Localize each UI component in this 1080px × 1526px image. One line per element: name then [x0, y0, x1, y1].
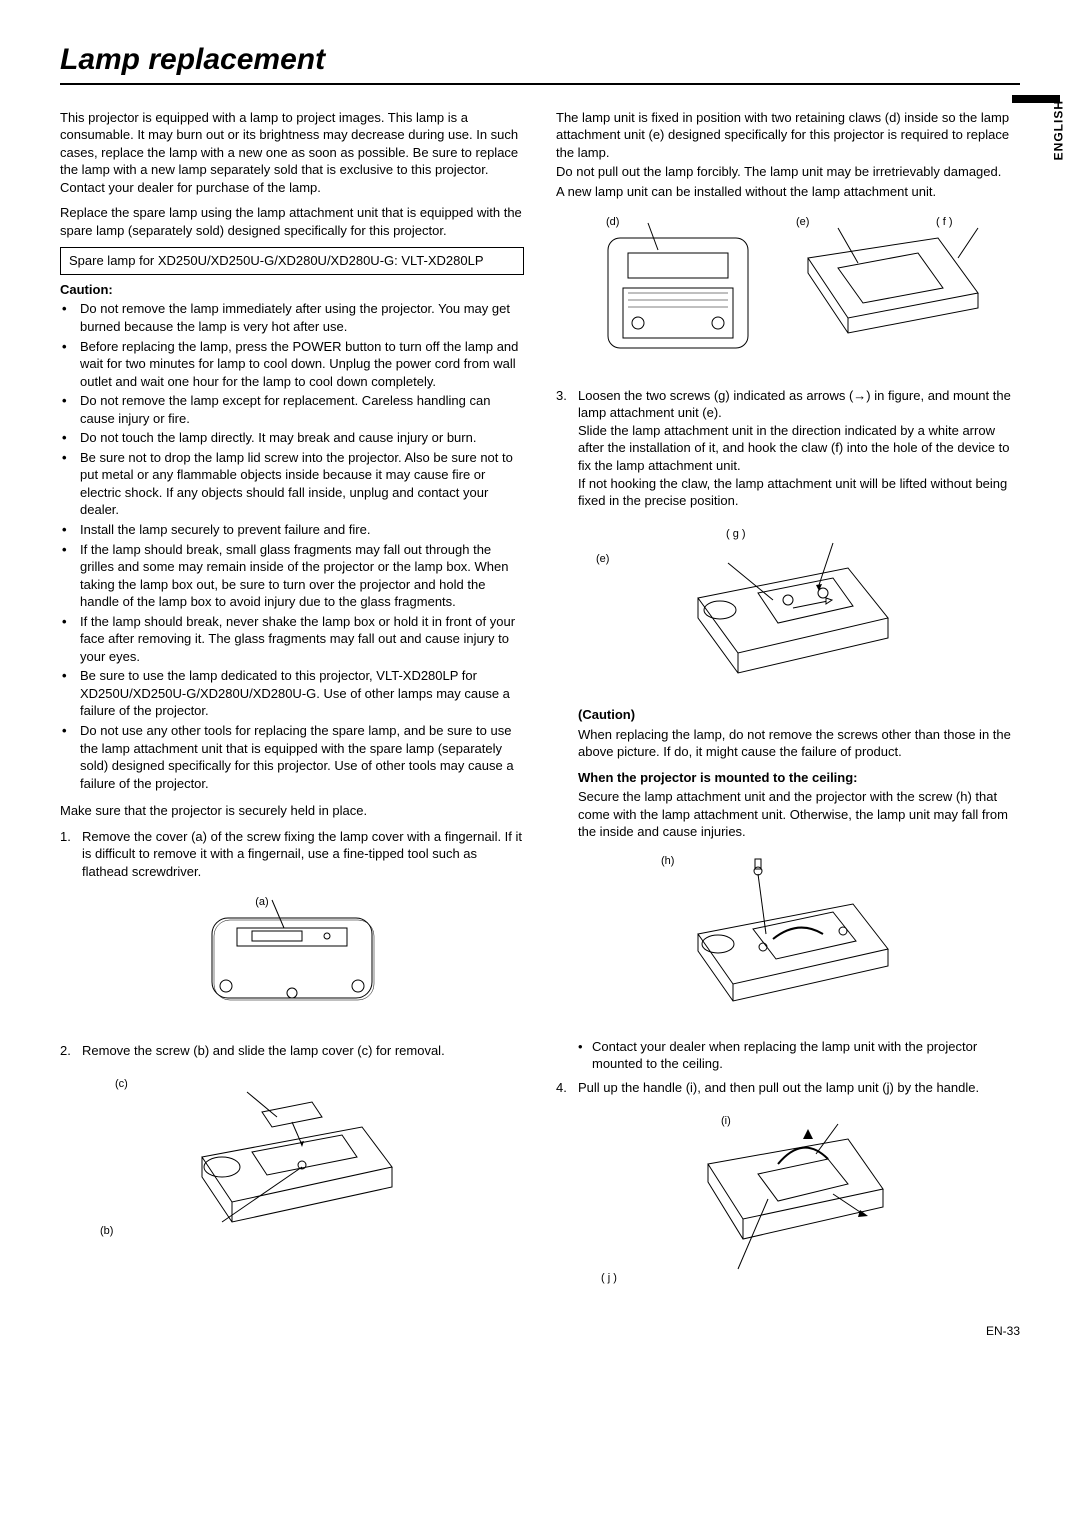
figure-label-c: (c)	[115, 1077, 128, 1092]
caution-item: Do not touch the lamp directly. It may b…	[60, 429, 524, 447]
step-4: 4. Pull up the handle (i), and then pull…	[556, 1079, 1020, 1097]
step-text: Remove the screw (b) and slide the lamp …	[82, 1042, 524, 1060]
figure-label-e: (e)	[796, 215, 809, 230]
projector-iso-icon	[162, 1067, 422, 1237]
step-number: 3.	[556, 387, 578, 510]
figure-label-i: (i)	[721, 1114, 731, 1129]
ceiling-sub-block: Contact your dealer when replacing the l…	[578, 1038, 1020, 1073]
ceiling-text: Secure the lamp attachment unit and the …	[578, 788, 1020, 841]
step-text: Remove the cover (a) of the screw fixing…	[82, 828, 524, 881]
step-3-list: 3. Loosen the two screws (g) indicated a…	[556, 387, 1020, 510]
step-3-line-c: If not hooking the claw, the lamp attach…	[578, 476, 1007, 509]
figure-6: (i) ( j )	[556, 1104, 1020, 1289]
right-intro-2: Do not pull out the lamp forcibly. The l…	[556, 163, 1020, 181]
figure-label-d: (d)	[606, 215, 619, 230]
caution-item: If the lamp should break, never shake th…	[60, 613, 524, 666]
step-number: 4.	[556, 1079, 578, 1097]
figure-label-b: (b)	[100, 1224, 113, 1239]
figure-3: (d) (e) ( f )	[556, 208, 1020, 373]
ceiling-heading: When the projector is mounted to the cei…	[578, 769, 1020, 787]
caution-item: Before replacing the lamp, press the POW…	[60, 338, 524, 391]
figure-label-h: (h)	[661, 854, 674, 869]
step-3: 3. Loosen the two screws (g) indicated a…	[556, 387, 1020, 510]
secure-text: Make sure that the projector is securely…	[60, 802, 524, 820]
caution-heading: Caution:	[60, 281, 524, 299]
step-3-line-b: Slide the lamp attachment unit in the di…	[578, 423, 1009, 473]
steps-list-left: 1. Remove the cover (a) of the screw fix…	[60, 828, 524, 881]
step-text: Pull up the handle (i), and then pull ou…	[578, 1079, 1020, 1097]
page-title: Lamp replacement	[60, 40, 1020, 85]
caution-item: Do not remove the lamp except for replac…	[60, 392, 524, 427]
lamp-units-icon	[578, 208, 998, 368]
spare-lamp-box: Spare lamp for XD250U/XD250U-G/XD280U/XD…	[60, 247, 524, 275]
step-number: 1.	[60, 828, 82, 881]
caution-2-text: When replacing the lamp, do not remove t…	[578, 726, 1020, 761]
language-tab: ENGLISH	[1050, 100, 1066, 160]
step-4-list: 4. Pull up the handle (i), and then pull…	[556, 1079, 1020, 1097]
ceiling-bullet-list: Contact your dealer when replacing the l…	[578, 1038, 1020, 1073]
ceiling-bullet: Contact your dealer when replacing the l…	[578, 1038, 1020, 1073]
caution-2-heading: (Caution)	[578, 706, 1020, 724]
content-columns: This projector is equipped with a lamp t…	[60, 109, 1020, 1303]
caution-item: Do not remove the lamp immediately after…	[60, 300, 524, 335]
caution-block-2: (Caution) When replacing the lamp, do no…	[578, 706, 1020, 841]
figure-4: (e) ( g )	[556, 518, 1020, 693]
figure-label-e2: (e)	[596, 552, 609, 567]
caution-item: If the lamp should break, small glass fr…	[60, 541, 524, 611]
caution-list: Do not remove the lamp immediately after…	[60, 300, 524, 792]
caution-item: Install the lamp securely to prevent fai…	[60, 521, 524, 539]
figure-5: (h)	[556, 849, 1020, 1024]
projector-ceiling-icon	[658, 849, 918, 1019]
page-footer: EN-33	[60, 1323, 1020, 1339]
lamp-pull-icon	[668, 1104, 908, 1284]
figure-label-a: (a)	[30, 895, 494, 910]
figure-2: (c) (b)	[60, 1067, 524, 1242]
figure-label-f: ( f )	[936, 215, 953, 230]
step-2: 2. Remove the screw (b) and slide the la…	[60, 1042, 524, 1060]
intro-paragraph-1: This projector is equipped with a lamp t…	[60, 109, 524, 197]
step-text: Loosen the two screws (g) indicated as a…	[578, 387, 1020, 510]
step-number: 2.	[60, 1042, 82, 1060]
right-column: The lamp unit is fixed in position with …	[556, 109, 1020, 1303]
figure-label-j: ( j )	[601, 1271, 617, 1286]
right-intro-1: The lamp unit is fixed in position with …	[556, 109, 1020, 162]
figure-label-g: ( g )	[726, 527, 746, 542]
projector-attach-icon	[658, 518, 918, 688]
caution-item: Be sure to use the lamp dedicated to thi…	[60, 667, 524, 720]
steps-list-left-2: 2. Remove the screw (b) and slide the la…	[60, 1042, 524, 1060]
figure-1: (a)	[60, 888, 524, 1027]
left-column: This projector is equipped with a lamp t…	[60, 109, 524, 1303]
caution-item: Be sure not to drop the lamp lid screw i…	[60, 449, 524, 519]
intro-paragraph-2: Replace the spare lamp using the lamp at…	[60, 204, 524, 239]
step-1: 1. Remove the cover (a) of the screw fix…	[60, 828, 524, 881]
step-3-line-a: Loosen the two screws (g) indicated as a…	[578, 388, 1011, 421]
caution-item: Do not use any other tools for replacing…	[60, 722, 524, 792]
right-intro-3: A new lamp unit can be installed without…	[556, 183, 1020, 201]
